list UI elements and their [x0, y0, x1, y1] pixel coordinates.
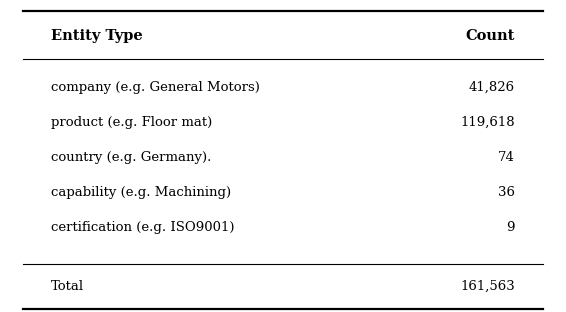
Text: 74: 74 — [498, 151, 515, 164]
Text: certification (e.g. ISO9001): certification (e.g. ISO9001) — [51, 221, 234, 234]
Text: Count: Count — [466, 29, 515, 43]
Text: 41,826: 41,826 — [469, 81, 515, 94]
Text: country (e.g. Germany).: country (e.g. Germany). — [51, 151, 211, 164]
Text: 36: 36 — [498, 186, 515, 199]
Text: 161,563: 161,563 — [460, 280, 515, 293]
Text: Total: Total — [51, 280, 84, 293]
Text: 119,618: 119,618 — [460, 116, 515, 129]
Text: 9: 9 — [507, 221, 515, 234]
Text: Entity Type: Entity Type — [51, 29, 143, 43]
Text: company (e.g. General Motors): company (e.g. General Motors) — [51, 81, 260, 94]
Text: product (e.g. Floor mat): product (e.g. Floor mat) — [51, 116, 212, 129]
Text: capability (e.g. Machining): capability (e.g. Machining) — [51, 186, 231, 199]
